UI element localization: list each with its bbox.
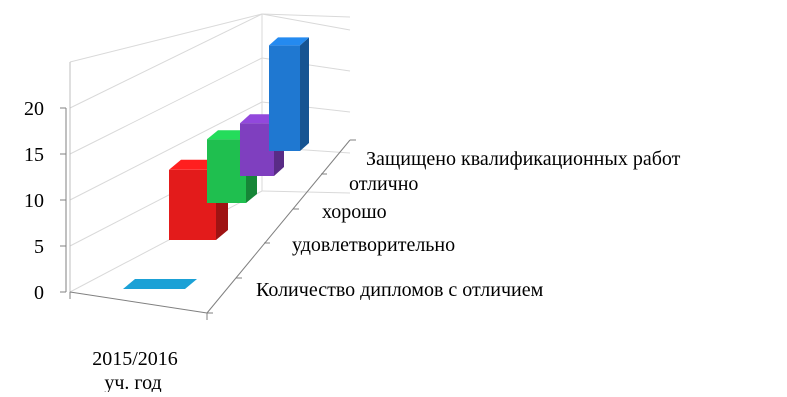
- gridline-back-wall: [261, 13, 351, 31]
- series-label: удовлетворительно: [292, 234, 455, 256]
- category-label: уч. год: [104, 372, 161, 392]
- bar-4: [269, 37, 309, 151]
- bar-top: [269, 37, 309, 46]
- series-label: Количество дипломов с отличием: [256, 279, 544, 301]
- bar-side: [300, 37, 309, 151]
- bar-front: [269, 45, 300, 151]
- y-tick-label: 10: [24, 190, 44, 212]
- gridline-left-wall: [69, 13, 263, 63]
- y-tick-label: 0: [34, 282, 44, 304]
- y-tick-label: 15: [24, 144, 44, 166]
- y-tick-label: 5: [34, 236, 44, 258]
- series-label: Защищено квалификационных работ: [366, 148, 681, 170]
- gridline-back-wall: [261, 13, 351, 18]
- bar-front: [240, 123, 274, 176]
- gridline-left-wall: [69, 101, 263, 201]
- bars: [123, 37, 309, 289]
- depth-axis-line: [206, 139, 351, 314]
- gridline-left-wall: [69, 190, 263, 293]
- x-axis-line: [69, 291, 208, 314]
- series-label: отлично: [349, 173, 418, 195]
- gridline-left-wall: [69, 57, 263, 155]
- bar-0: [123, 279, 197, 289]
- category-label: 2015/2016: [92, 348, 178, 370]
- bar-front: [207, 139, 246, 203]
- axes: 0 5 10 15 20: [24, 98, 356, 320]
- gridline-back-wall: [261, 190, 351, 194]
- y-tick-label: 20: [24, 98, 44, 120]
- series-label: хорошо: [322, 201, 387, 223]
- gridline-left-wall: [69, 13, 263, 109]
- bar-top: [123, 279, 197, 289]
- labels: Количество дипломов с отличием удовлетвор…: [92, 148, 681, 394]
